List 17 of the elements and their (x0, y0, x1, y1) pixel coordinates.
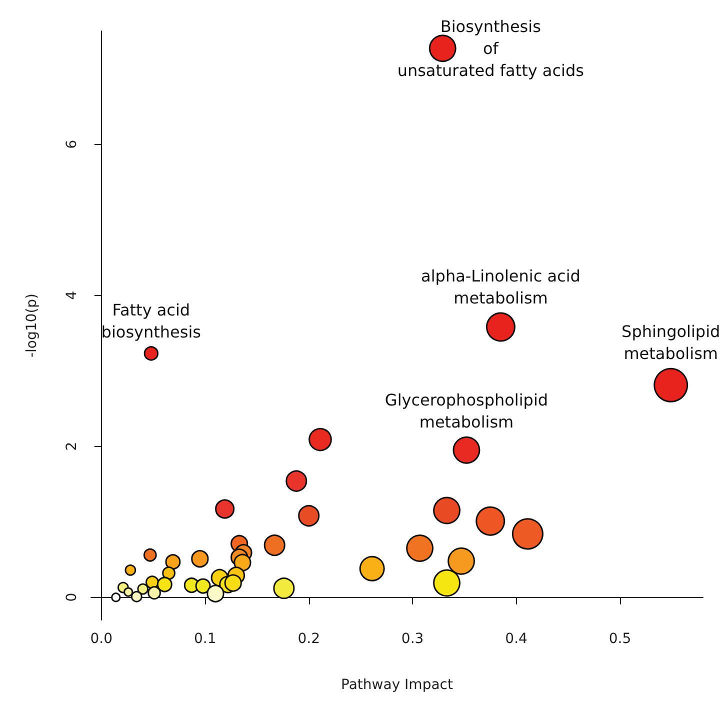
x-axis-title: Pathway Impact (341, 677, 454, 693)
y-tick-label: 4 (64, 290, 80, 300)
annotation: Biosynthesis of unsaturated fatty acids (397, 16, 584, 80)
y-tick-label: 6 (64, 140, 80, 149)
y-tick-label: 2 (64, 442, 80, 451)
x-tick-label: 0.1 (194, 631, 216, 647)
x-tick-label: 0.3 (401, 631, 424, 647)
annotation: alpha-Linolenic acid metabolism (421, 266, 580, 308)
annotation: Fatty acid biosynthesis (101, 300, 202, 342)
x-tick-label: 0.2 (298, 631, 320, 647)
y-tick-label: 0 (64, 592, 80, 602)
x-tick-label: 0.5 (608, 631, 632, 647)
y-axis-title: -log10(p) (24, 293, 40, 358)
annotation: Sphingolipid metabolism (622, 322, 720, 364)
annotation: Glycerophospholipid metabolism (384, 390, 548, 432)
x-tick-label: 0.0 (90, 631, 113, 647)
x-tick-label: 0.4 (505, 631, 528, 647)
